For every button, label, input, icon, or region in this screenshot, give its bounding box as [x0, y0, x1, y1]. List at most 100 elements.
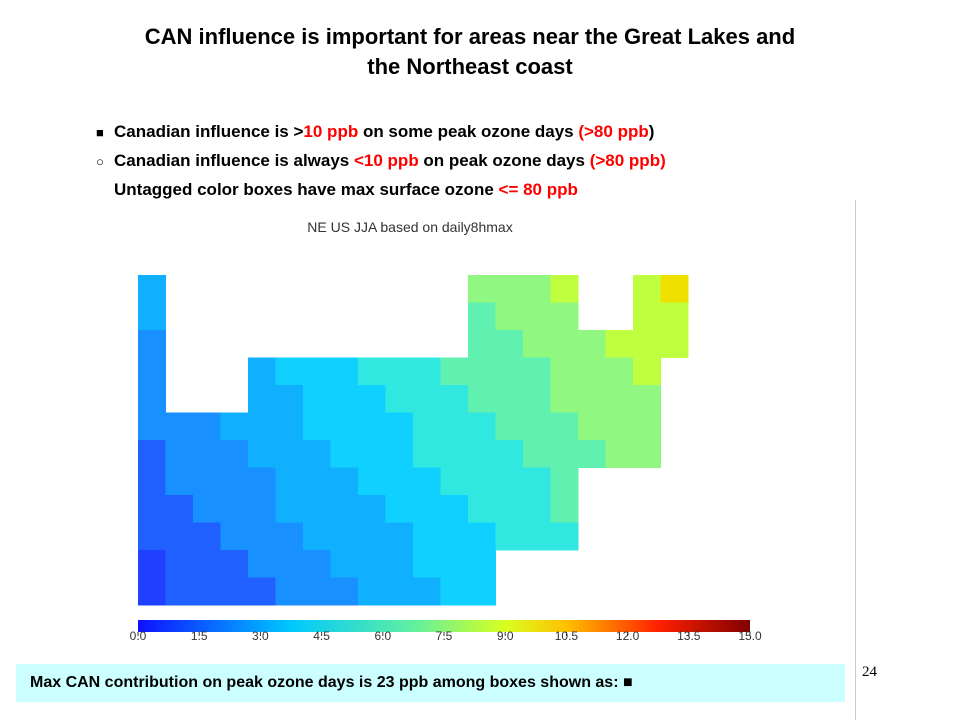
colorbar-tick-label: 15.0	[738, 629, 762, 643]
grid-cell	[193, 467, 221, 496]
grid-cell	[605, 330, 634, 358]
grid-cell	[303, 412, 331, 441]
grid-cell	[138, 275, 166, 303]
grid-cell	[385, 522, 414, 551]
grid-cell	[468, 330, 496, 358]
grid-cell	[495, 495, 524, 523]
grid-cells	[138, 275, 689, 606]
colorbar-tick-label: 9.0	[497, 629, 514, 643]
grid-cell	[330, 412, 359, 441]
grid-cell	[523, 495, 551, 523]
grid-cell	[138, 495, 166, 523]
grid-cell	[550, 440, 579, 468]
grid-cell	[468, 577, 496, 606]
grid-cell	[220, 440, 249, 468]
grid-cell	[138, 440, 166, 468]
grid-cell	[468, 357, 496, 386]
grid-cell	[633, 302, 661, 331]
grid-cell	[578, 412, 606, 441]
colorbar-tick-label: 4.5	[313, 629, 330, 643]
grid-cell	[303, 550, 331, 578]
bullet-text: <10 ppb	[353, 151, 419, 170]
bullet-text: Canadian influence is always	[114, 151, 354, 170]
grid-cell	[440, 440, 469, 468]
grid-cell	[138, 522, 166, 551]
grid-cell	[138, 330, 166, 358]
grid-cell	[303, 577, 331, 606]
grid-cell	[495, 357, 524, 386]
grid-cell	[660, 275, 689, 303]
grid-cell	[468, 440, 496, 468]
grid-cell	[578, 330, 606, 358]
grid-cell	[550, 302, 579, 331]
grid-cell	[165, 495, 194, 523]
grid-cell	[330, 550, 359, 578]
grid-cell	[633, 440, 661, 468]
grid-cell	[165, 522, 194, 551]
grid-cell	[165, 412, 194, 441]
grid-cell	[358, 522, 386, 551]
colorbar-tick-label: 7.5	[436, 629, 453, 643]
grid-cell	[385, 412, 414, 441]
colorbar-tick-label: 0.0	[130, 629, 147, 643]
grid-cell	[440, 357, 469, 386]
grid-cell	[605, 385, 634, 413]
grid-cell	[440, 495, 469, 523]
grid-cell	[385, 550, 414, 578]
grid-cell	[358, 440, 386, 468]
grid-cell	[303, 495, 331, 523]
grid-cell	[523, 302, 551, 331]
grid-cell	[413, 412, 441, 441]
grid-cell	[468, 412, 496, 441]
grid-cell	[358, 385, 386, 413]
colorbar-tick-label: 10.5	[555, 629, 579, 643]
grid-cell	[138, 577, 166, 606]
grid-cell	[220, 412, 249, 441]
grid-cell	[193, 577, 221, 606]
grid-cell	[138, 412, 166, 441]
grid-cell	[523, 522, 551, 551]
grid-cell	[248, 385, 276, 413]
grid-cell	[495, 522, 524, 551]
bullet-text: on some peak ozone days	[358, 122, 579, 141]
grid-cell	[248, 522, 276, 551]
grid-cell	[385, 440, 414, 468]
bullet-marker: ■	[96, 125, 104, 140]
grid-cell	[385, 467, 414, 496]
grid-cell	[330, 577, 359, 606]
grid-cell	[550, 385, 579, 413]
footer-note: Max CAN contribution on peak ozone days …	[16, 664, 845, 702]
slide-title: CAN influence is important for areas nea…	[40, 22, 900, 82]
grid-cell	[330, 357, 359, 386]
grid-cell	[413, 440, 441, 468]
grid-cell	[358, 357, 386, 386]
grid-cell	[468, 495, 496, 523]
grid-cell	[523, 330, 551, 358]
grid-cell	[330, 467, 359, 496]
grid-cell	[165, 577, 194, 606]
bullet: ○ Canadian influence is always <10 ppb on…	[96, 151, 666, 171]
bullet-marker: ○	[96, 154, 104, 169]
bullet-text: 10 ppb	[303, 122, 359, 141]
grid-cell	[138, 385, 166, 413]
grid-cell	[275, 385, 304, 413]
bullet-text: <= 80 ppb	[498, 180, 578, 199]
grid-cell	[303, 440, 331, 468]
grid-cell	[578, 440, 606, 468]
grid-cell	[440, 550, 469, 578]
colorbar-tick-label: 12.0	[616, 629, 640, 643]
grid-cell	[165, 440, 194, 468]
grid-cell	[523, 385, 551, 413]
grid-cell	[193, 440, 221, 468]
grid-cell	[440, 577, 469, 606]
grid-cell	[165, 467, 194, 496]
grid-cell	[633, 275, 661, 303]
grid-cell	[523, 275, 551, 303]
grid-cell	[193, 495, 221, 523]
grid-cell	[550, 357, 579, 386]
grid-cell	[523, 357, 551, 386]
grid-cell	[138, 550, 166, 578]
grid-cell	[385, 385, 414, 413]
grid-cell	[440, 467, 469, 496]
